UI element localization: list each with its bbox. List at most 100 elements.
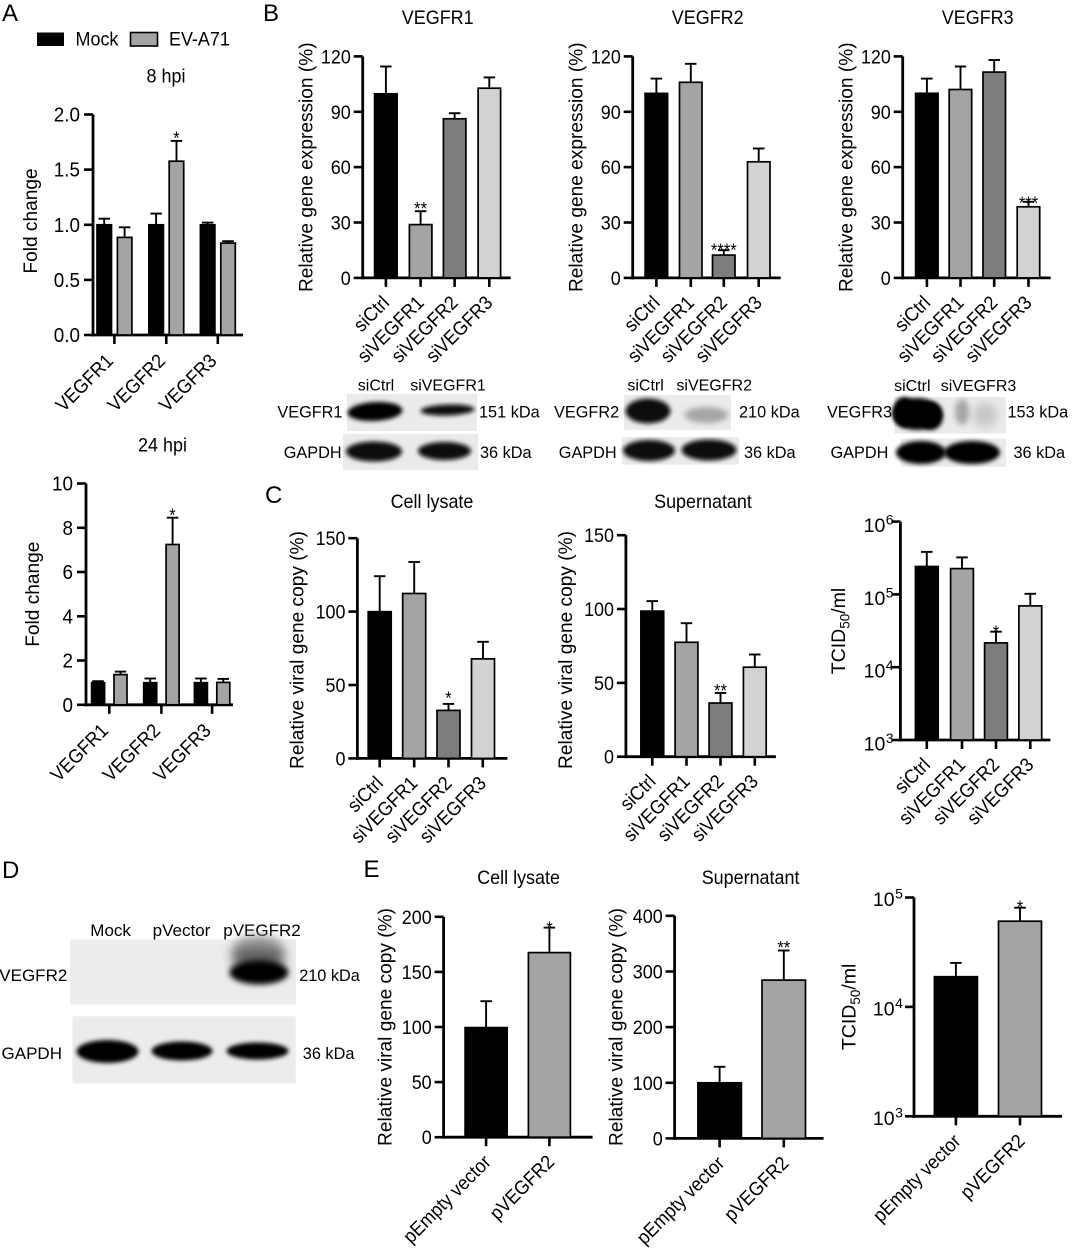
svg-text:0: 0 [336,748,346,770]
svg-text:50: 50 [594,673,614,695]
svg-text:10: 10 [864,515,886,537]
svg-text:60: 60 [871,157,891,179]
svg-text:Supernatant: Supernatant [654,491,752,513]
svg-text:pVector: pVector [153,921,211,940]
svg-text:0: 0 [611,268,621,290]
svg-text:E: E [364,856,380,883]
svg-text:GAPDH: GAPDH [830,444,888,462]
svg-text:24 hpi: 24 hpi [138,435,187,457]
svg-text:**: ** [777,938,790,958]
svg-text:151 kDa: 151 kDa [479,404,541,422]
svg-text:Relative viral gene copy (%): Relative viral gene copy (%) [375,908,397,1146]
svg-text:GAPDH: GAPDH [284,444,342,462]
svg-text:2.0: 2.0 [54,104,80,127]
svg-text:siVEGFR1: siVEGFR1 [410,378,486,395]
svg-text:153 kDa: 153 kDa [1008,404,1070,422]
svg-text:GAPDH: GAPDH [559,444,617,462]
svg-text:VEGFR3: VEGFR3 [827,404,892,422]
svg-text:210 kDa: 210 kDa [299,967,361,985]
svg-text:10: 10 [864,661,886,683]
svg-text:36 kDa: 36 kDa [744,444,797,462]
svg-text:150: 150 [402,962,432,984]
svg-text:Relative gene expression (%): Relative gene expression (%) [836,42,858,292]
svg-text:pVEGFR2: pVEGFR2 [223,921,300,940]
svg-text:Fold change: Fold change [20,168,42,273]
svg-text:siVEGFR2: siVEGFR2 [676,378,752,395]
svg-text:D: D [2,857,19,884]
svg-text:Relative gene expression (%): Relative gene expression (%) [566,42,588,292]
svg-text:Supernatant: Supernatant [702,867,800,889]
svg-text:0: 0 [422,1127,432,1149]
svg-text:10: 10 [864,588,886,610]
svg-text:200: 200 [633,1017,663,1039]
svg-text:***: *** [1019,194,1038,214]
svg-text:100: 100 [316,602,346,624]
svg-text:100: 100 [584,599,614,621]
svg-text:210 kDa: 210 kDa [739,404,801,422]
svg-text:30: 30 [331,213,351,235]
svg-text:8 hpi: 8 hpi [147,66,186,88]
svg-text:0: 0 [653,1128,663,1150]
svg-text:10: 10 [873,998,895,1020]
svg-text:*: * [169,506,175,526]
svg-text:60: 60 [331,157,351,179]
svg-text:60: 60 [601,157,621,179]
svg-text:C: C [265,482,282,509]
svg-text:Fold change: Fold change [22,542,44,647]
svg-text:6: 6 [63,561,74,584]
svg-text:2: 2 [63,650,74,673]
svg-text:**: ** [414,199,427,219]
svg-text:4: 4 [63,605,74,628]
svg-text:150: 150 [584,525,614,547]
svg-text:0: 0 [341,268,351,290]
svg-text:90: 90 [601,102,621,124]
svg-text:GAPDH: GAPDH [2,1044,62,1063]
svg-text:30: 30 [871,213,891,235]
svg-text:0: 0 [63,694,74,717]
svg-text:100: 100 [633,1073,663,1095]
svg-text:VEGFR2: VEGFR2 [672,7,744,29]
svg-text:36 kDa: 36 kDa [1014,444,1067,462]
svg-text:8: 8 [63,517,74,540]
svg-text:10: 10 [864,734,886,756]
svg-text:VEGFR2: VEGFR2 [0,966,67,985]
svg-text:300: 300 [633,962,663,984]
svg-text:120: 120 [861,46,891,68]
svg-text:Relative viral gene copy (%): Relative viral gene copy (%) [606,908,628,1146]
svg-text:90: 90 [331,102,351,124]
svg-text:Relative viral gene copy (%): Relative viral gene copy (%) [286,531,308,769]
svg-text:VEGFR3: VEGFR3 [942,7,1014,29]
svg-text:VEGFR1: VEGFR1 [277,404,342,422]
svg-text:Relative viral gene copy (%): Relative viral gene copy (%) [555,531,577,769]
svg-text:3: 3 [886,730,894,746]
svg-text:*: * [173,129,179,149]
svg-text:0.5: 0.5 [54,269,80,292]
svg-text:150: 150 [316,528,346,550]
svg-text:**: ** [714,681,727,701]
svg-text:36 kDa: 36 kDa [303,1045,356,1063]
svg-text:200: 200 [402,907,432,929]
svg-text:siCtrl: siCtrl [894,378,930,395]
svg-text:10: 10 [873,1108,895,1130]
svg-text:5: 5 [886,584,894,600]
svg-text:3: 3 [895,1104,903,1120]
svg-text:120: 120 [591,46,621,68]
svg-text:36 kDa: 36 kDa [480,444,533,462]
svg-text:10: 10 [52,473,73,496]
svg-text:100: 100 [402,1017,432,1039]
svg-text:****: **** [711,241,737,261]
svg-text:Cell lysate: Cell lysate [391,491,474,513]
svg-text:0: 0 [604,747,614,769]
svg-text:30: 30 [601,213,621,235]
svg-text:siVEGFR3: siVEGFR3 [941,378,1017,395]
svg-text:120: 120 [321,46,351,68]
svg-text:50: 50 [326,675,346,697]
svg-text:Cell lysate: Cell lysate [477,867,560,889]
svg-text:Mock: Mock [90,921,131,940]
svg-text:VEGFR2: VEGFR2 [554,404,619,422]
svg-text:A: A [2,0,18,27]
svg-text:90: 90 [871,102,891,124]
svg-text:0: 0 [881,268,891,290]
svg-text:1.0: 1.0 [54,214,80,237]
svg-text:*: * [1017,898,1023,918]
